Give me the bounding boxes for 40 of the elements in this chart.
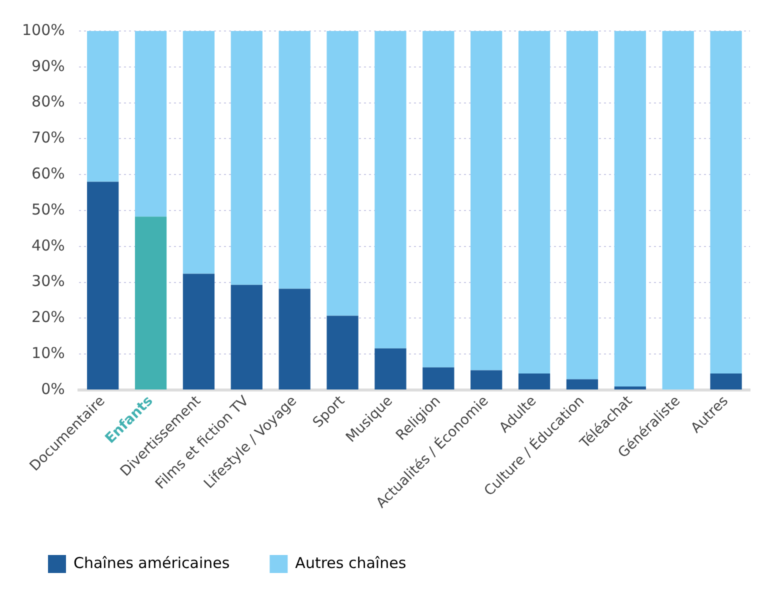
bar: [614, 31, 646, 386]
bar: [710, 374, 742, 390]
y-tick-label: 100%: [22, 20, 65, 39]
bar: [662, 31, 694, 390]
legend-label: Chaînes américaines: [74, 554, 230, 572]
bar: [182, 274, 215, 390]
bar: [710, 31, 742, 374]
bar: [230, 31, 262, 285]
bar: [470, 31, 502, 370]
bar: [182, 31, 215, 274]
bar: [326, 31, 358, 316]
bar: [470, 370, 502, 390]
bar: [374, 348, 406, 390]
bar: [326, 316, 358, 390]
bar: [87, 182, 119, 390]
y-tick-label: 70%: [32, 128, 65, 147]
bar: [374, 31, 406, 348]
bar: [566, 31, 598, 380]
bar: [422, 367, 454, 390]
bar: [278, 31, 310, 289]
bar: [518, 374, 550, 390]
legend-label: Autres chaînes: [295, 554, 406, 572]
y-tick-label: 10%: [32, 344, 65, 362]
y-tick-label: 40%: [32, 236, 65, 254]
bar: [566, 379, 598, 390]
y-tick-label: 60%: [32, 164, 65, 182]
bar: [614, 386, 646, 390]
y-tick-label: 50%: [32, 200, 65, 218]
y-tick-label: 80%: [32, 92, 65, 111]
y-tick-label: 30%: [32, 272, 65, 290]
bar: [134, 216, 167, 390]
y-tick-label: 90%: [32, 56, 65, 75]
y-tick-label: 0%: [41, 380, 65, 398]
bar: [230, 284, 262, 390]
bar: [87, 31, 119, 182]
bar: [134, 31, 167, 217]
bar: [518, 31, 550, 374]
bar: [278, 288, 310, 390]
bar: [422, 31, 454, 368]
y-tick-label: 20%: [32, 308, 65, 326]
